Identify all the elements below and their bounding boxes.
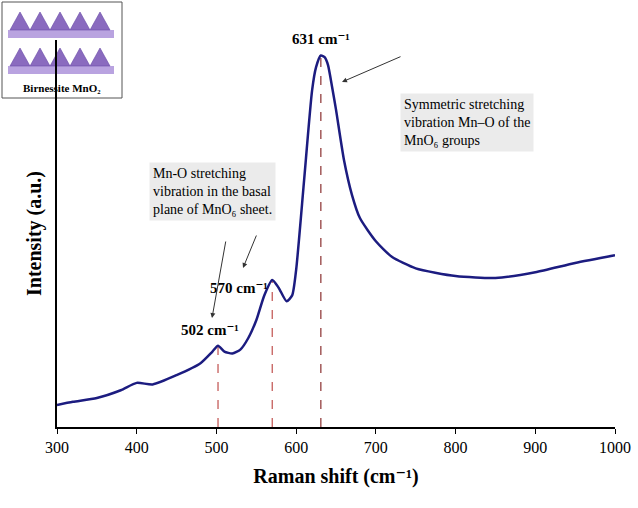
svg-text:Mn-O stretchingvibration in th: Mn-O stretchingvibration in the basalpla…: [153, 166, 272, 217]
svg-text:300: 300: [45, 439, 69, 456]
svg-text:500: 500: [204, 439, 228, 456]
svg-text:800: 800: [444, 439, 468, 456]
svg-text:600: 600: [284, 439, 308, 456]
svg-text:502 cm⁻¹: 502 cm⁻¹: [181, 322, 239, 338]
svg-text:1000: 1000: [599, 439, 631, 456]
svg-text:Birnessite MnO₂: Birnessite MnO₂: [23, 82, 101, 94]
svg-text:Intensity (a.u.): Intensity (a.u.): [23, 171, 46, 296]
svg-text:700: 700: [364, 439, 388, 456]
svg-text:900: 900: [523, 439, 547, 456]
svg-text:570 cm⁻¹: 570 cm⁻¹: [210, 280, 268, 296]
svg-text:Raman shift (cm⁻¹): Raman shift (cm⁻¹): [253, 465, 418, 488]
svg-text:631 cm⁻¹: 631 cm⁻¹: [292, 31, 350, 47]
svg-text:Symmetric stretchingvibration: Symmetric stretchingvibration Mn–O of th…: [404, 97, 530, 148]
svg-text:400: 400: [125, 439, 149, 456]
